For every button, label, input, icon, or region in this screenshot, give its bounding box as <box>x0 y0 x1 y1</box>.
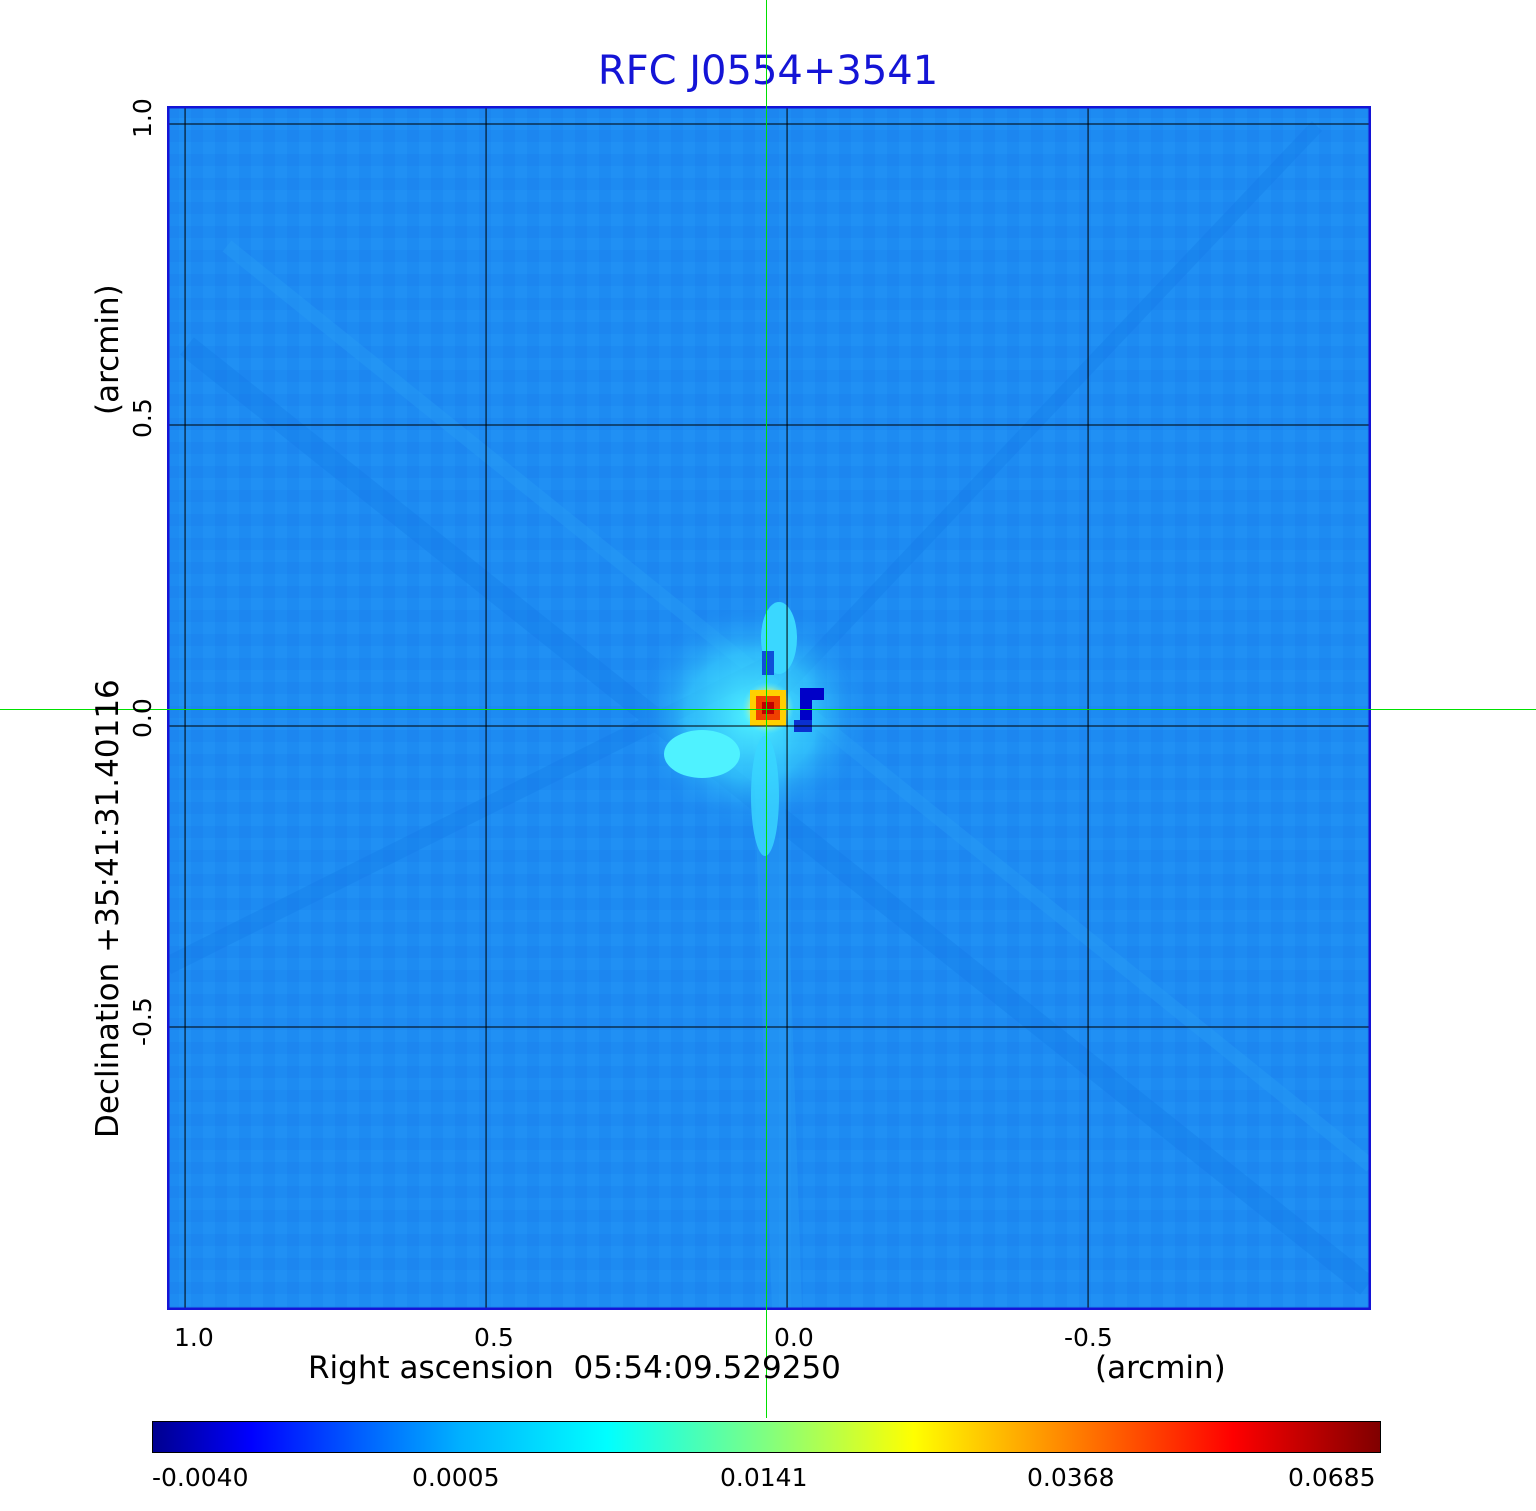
grid <box>167 106 1371 1310</box>
emission-tail-s <box>751 736 779 856</box>
y-tick-label: -0.5 <box>128 997 157 1046</box>
colorbar <box>152 1421 1381 1453</box>
colorbar-tick-label: 0.0368 <box>1027 1463 1115 1492</box>
negative-pixel <box>800 688 824 700</box>
emission-blob-sw <box>664 730 740 778</box>
y-tick-label: 1.0 <box>128 98 157 138</box>
image-plot[interactable] <box>167 106 1371 1310</box>
x-tick-label: 0.0 <box>774 1323 814 1352</box>
y-axis-label: Declination +35:41:31.40116 <box>90 679 126 1138</box>
colorbar-tick-label: 0.0005 <box>412 1463 500 1492</box>
colorbar-tick-label: -0.0040 <box>152 1463 249 1492</box>
x-tick-label: -0.5 <box>1064 1323 1113 1352</box>
x-axis-label: Right ascension 05:54:09.529250 <box>308 1350 841 1386</box>
x-tick-label: 1.0 <box>174 1323 214 1352</box>
chart-title: RFC J0554+3541 <box>597 48 939 94</box>
x-axis-unit: (arcmin) <box>1095 1350 1226 1386</box>
negative-pixel <box>800 700 812 724</box>
colorbar-tick-label: 0.0685 <box>1288 1463 1376 1492</box>
negative-pixel <box>762 651 774 675</box>
colorbar-tick-label: 0.0141 <box>720 1463 808 1492</box>
peak-pixel <box>762 702 774 714</box>
crosshair-horizontal <box>0 709 1536 710</box>
plot-frame <box>167 106 1371 1310</box>
y-tick-label: 0.0 <box>128 698 157 738</box>
y-axis-unit: (arcmin) <box>90 284 126 415</box>
x-tick-label: 0.5 <box>474 1323 514 1352</box>
y-tick-label: 0.5 <box>128 398 157 438</box>
